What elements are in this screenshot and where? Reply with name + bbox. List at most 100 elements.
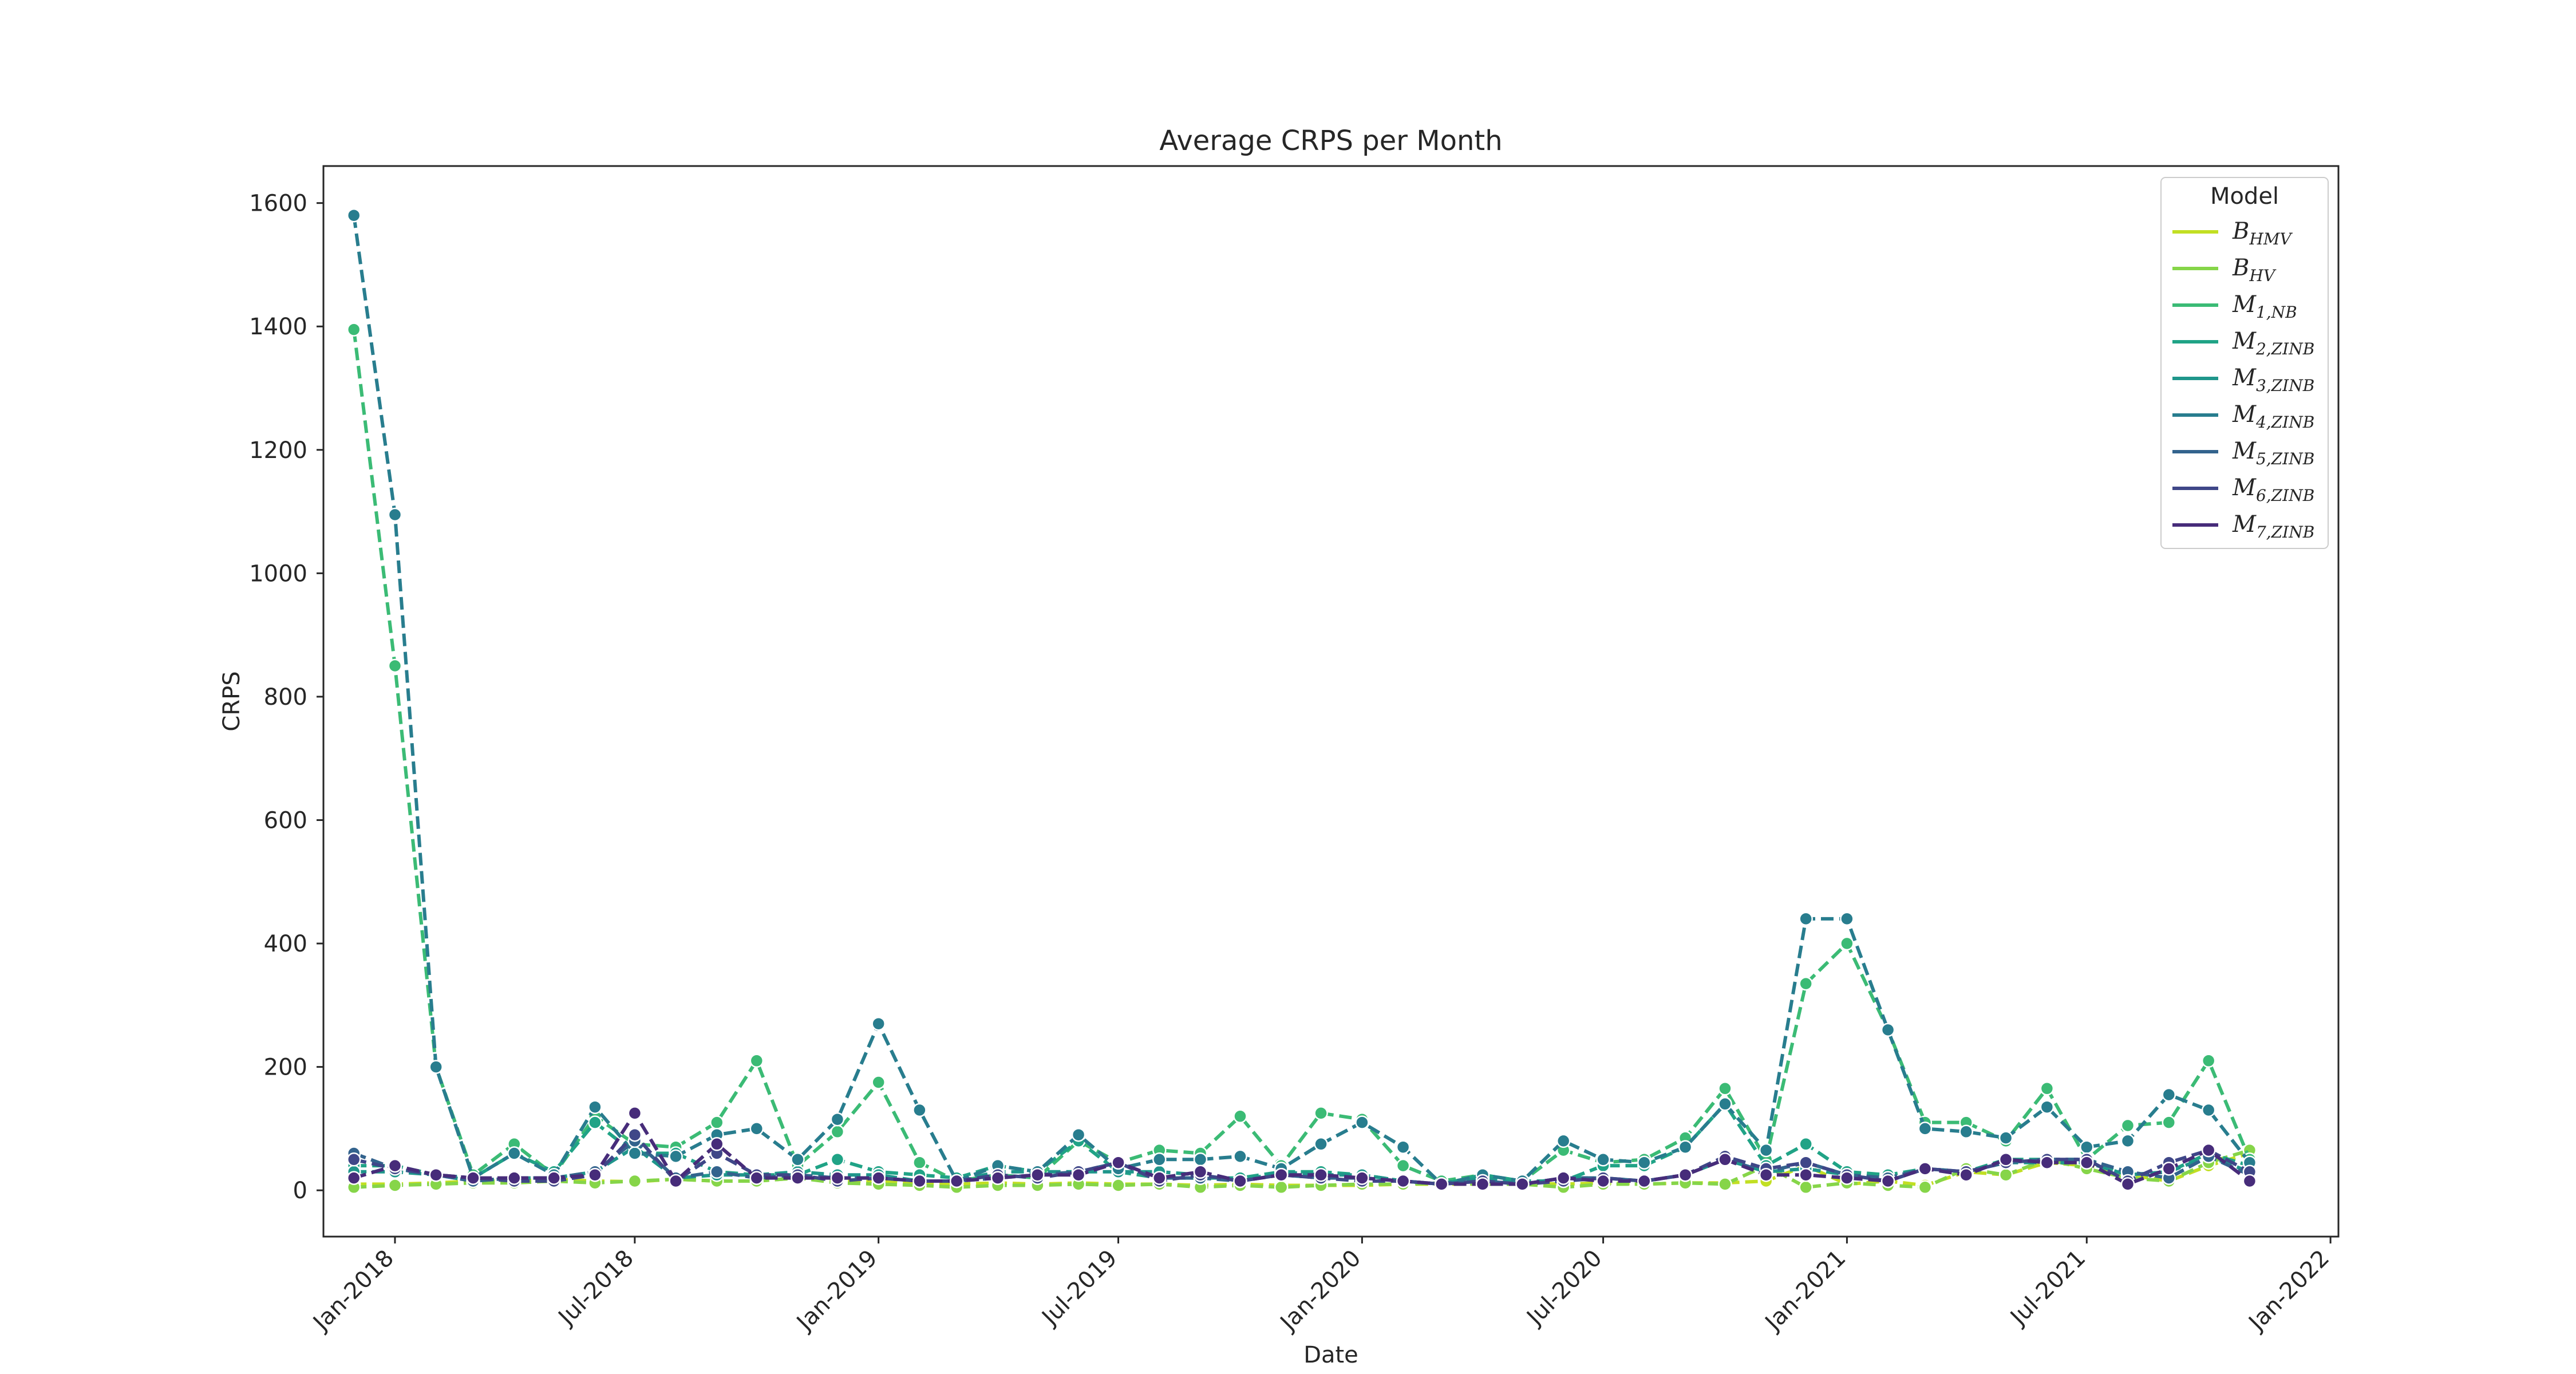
data-point	[1355, 1115, 1369, 1130]
y-tick-label: 1200	[249, 437, 307, 464]
data-point	[830, 1152, 845, 1167]
series-M4,ZINB	[346, 208, 2257, 1191]
data-point	[1880, 1022, 1895, 1037]
data-point	[2040, 1100, 2055, 1114]
series-M1,NB	[346, 322, 2257, 1189]
data-point	[2201, 1053, 2216, 1068]
data-point	[2120, 1134, 2135, 1148]
legend-item: BHMV	[2172, 218, 2293, 248]
data-point	[1233, 1109, 1247, 1124]
data-point	[912, 1155, 927, 1170]
data-point	[749, 1171, 764, 1185]
data-point	[710, 1164, 724, 1179]
data-point	[1759, 1167, 1773, 1182]
data-point	[1998, 1167, 2013, 1182]
legend-label: M6,ZINB	[2232, 475, 2314, 505]
data-point	[1718, 1097, 1732, 1111]
data-point	[871, 1075, 886, 1089]
data-point	[627, 1106, 642, 1120]
legend-label: M3,ZINB	[2232, 365, 2314, 395]
data-point	[2040, 1081, 2055, 1096]
data-point	[1718, 1177, 1732, 1191]
data-point	[830, 1171, 845, 1185]
chart-title: Average CRPS per Month	[1159, 125, 1502, 157]
data-point	[1840, 911, 1854, 926]
legend-label: M7,ZINB	[2232, 511, 2314, 542]
legend-item: BHV	[2172, 255, 2277, 285]
data-point	[388, 507, 402, 522]
data-point	[1840, 936, 1854, 951]
x-tick-label: Jan-2022	[2243, 1245, 2334, 1337]
data-point	[1959, 1167, 1973, 1182]
data-point	[749, 1122, 764, 1136]
x-tick-label: Jan-2020	[1274, 1245, 1366, 1337]
data-point	[990, 1171, 1005, 1185]
data-point	[1274, 1167, 1289, 1182]
data-point	[1152, 1171, 1167, 1185]
legend: Model BHMV BHV M1,NB M2,ZINB M3,ZINB M4,ZINB M…	[2160, 177, 2329, 549]
data-point	[949, 1174, 964, 1189]
data-point	[507, 1171, 521, 1185]
legend-title: Model	[2210, 183, 2279, 210]
data-point	[429, 1167, 443, 1182]
data-point	[1030, 1167, 1045, 1182]
x-axis-label: Date	[1303, 1342, 1358, 1368]
data-point	[1918, 1180, 1933, 1195]
data-point	[466, 1171, 480, 1185]
data-point	[871, 1016, 886, 1031]
data-point	[1355, 1171, 1369, 1185]
data-point	[912, 1174, 927, 1189]
data-point	[627, 1174, 642, 1189]
data-point	[2120, 1177, 2135, 1191]
legend-item: M5,ZINB	[2172, 438, 2314, 468]
data-point	[710, 1137, 724, 1151]
data-point	[588, 1100, 602, 1114]
y-axis-ticks: 0 200 400 600 800 1000 1200 1400 1600	[249, 191, 323, 1204]
data-point	[1556, 1134, 1571, 1148]
data-point	[1998, 1131, 2013, 1145]
data-point	[346, 1171, 361, 1185]
data-point	[1799, 1137, 1813, 1151]
data-point	[1759, 1143, 1773, 1158]
legend-label: BHMV	[2232, 218, 2293, 248]
data-point	[2162, 1087, 2176, 1102]
y-tick-label: 1000	[249, 560, 307, 587]
series-line	[352, 215, 2251, 1186]
data-point	[669, 1149, 683, 1164]
data-point	[1274, 1180, 1289, 1195]
series-M7,ZINB	[346, 1106, 2257, 1191]
series-layer	[346, 208, 2257, 1195]
data-point	[2201, 1143, 2216, 1158]
data-point	[1718, 1152, 1732, 1167]
data-point	[749, 1053, 764, 1068]
data-point	[2162, 1162, 2176, 1176]
data-point	[871, 1171, 886, 1185]
data-point	[1071, 1167, 1086, 1182]
data-point	[2242, 1174, 2257, 1189]
data-point	[1718, 1081, 1732, 1096]
data-point	[1193, 1164, 1208, 1179]
y-tick-label: 200	[264, 1055, 307, 1081]
x-tick-label: Jul-2018	[552, 1245, 639, 1332]
y-tick-label: 1600	[249, 191, 307, 217]
plot-area-frame	[322, 165, 2340, 1238]
y-tick-label: 1400	[249, 314, 307, 340]
data-point	[1152, 1152, 1167, 1167]
data-point	[2162, 1115, 2176, 1130]
data-point	[1637, 1155, 1652, 1170]
legend-item: M2,ZINB	[2172, 328, 2314, 358]
data-point	[1233, 1174, 1247, 1189]
data-point	[346, 1152, 361, 1167]
data-point	[627, 1127, 642, 1142]
data-point	[2120, 1118, 2135, 1133]
series-line	[352, 329, 2251, 1183]
data-point	[1959, 1124, 1973, 1139]
data-point	[388, 658, 402, 673]
data-point	[388, 1158, 402, 1173]
data-point	[1840, 1171, 1854, 1185]
data-point	[588, 1115, 602, 1130]
x-tick-label: Jul-2019	[1036, 1245, 1123, 1332]
x-tick-label: Jan-2019	[791, 1245, 882, 1337]
legend-items: BHMV BHV M1,NB M2,ZINB M3,ZINB M4,ZINB M5,ZINB…	[2172, 218, 2314, 542]
